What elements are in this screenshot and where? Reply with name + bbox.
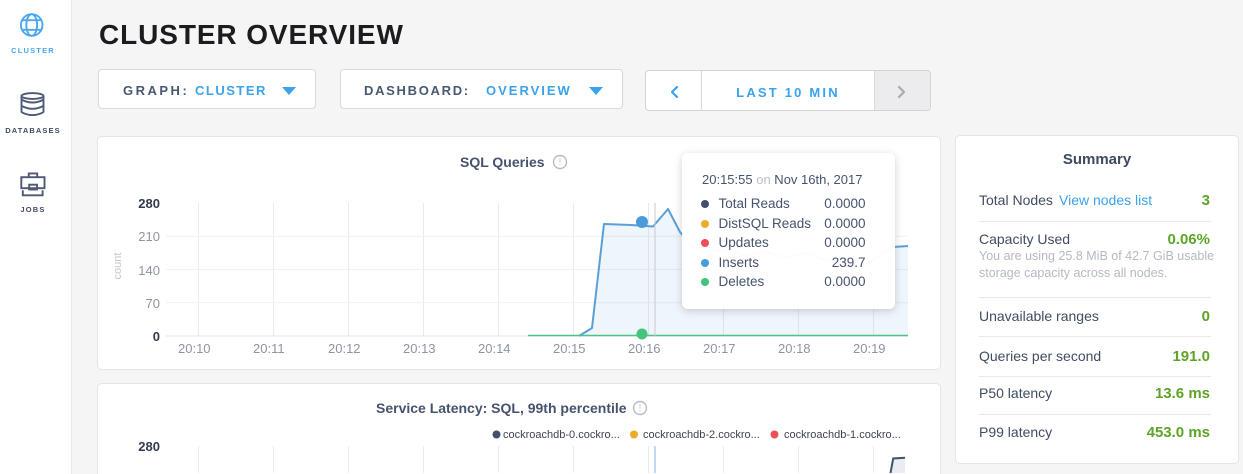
svg-text:!: !: [559, 157, 562, 167]
svg-text:!: !: [639, 403, 642, 413]
